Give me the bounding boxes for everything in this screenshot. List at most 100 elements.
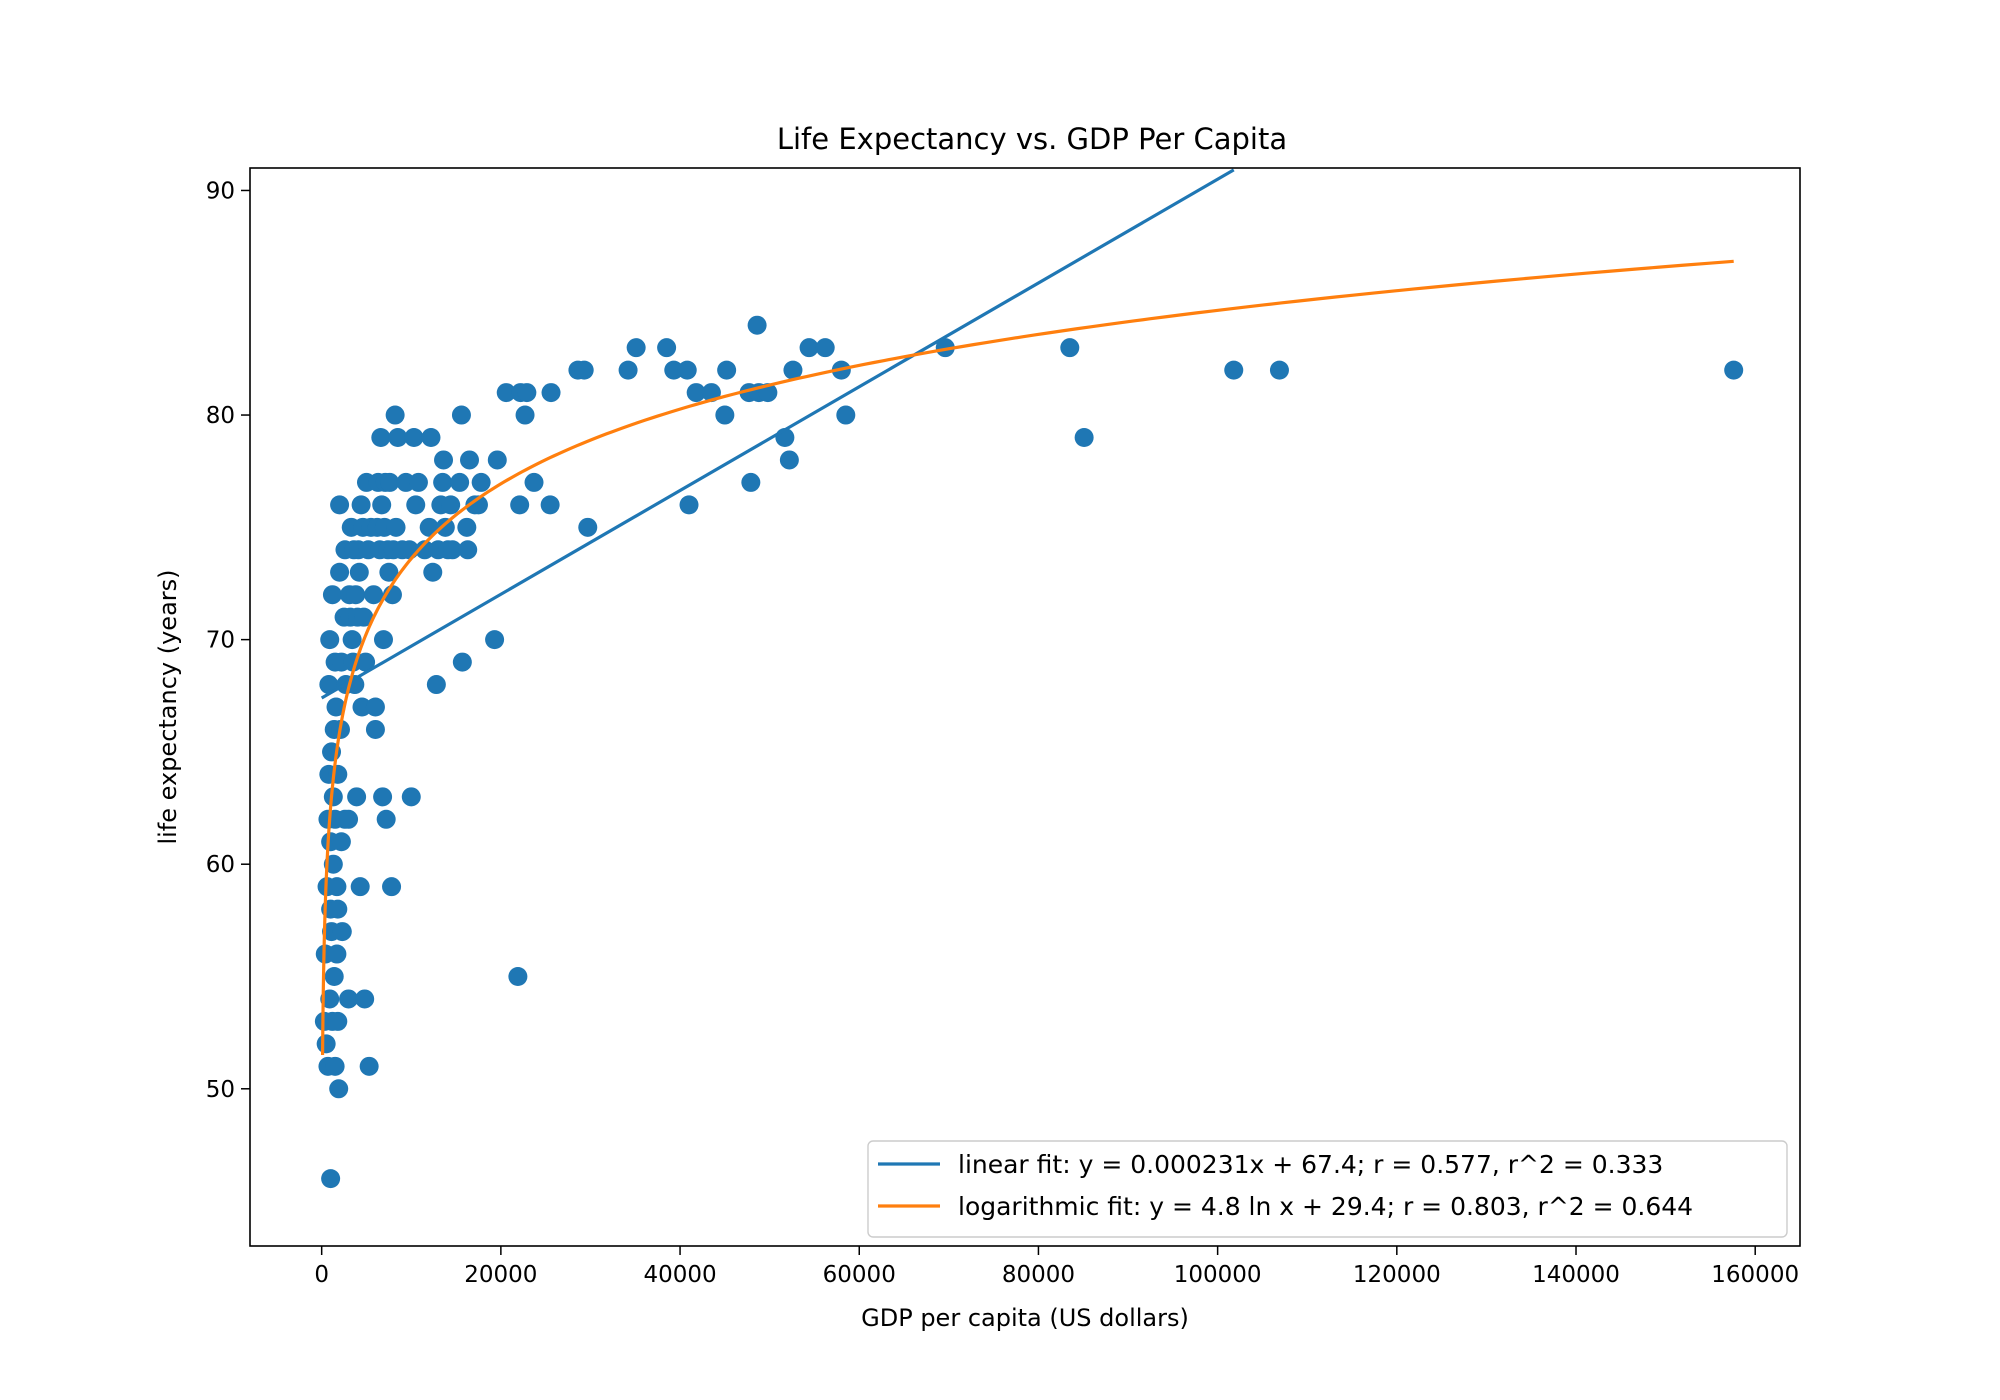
data-point <box>421 428 441 447</box>
y-axis-title: life expectancy (years) <box>154 569 182 844</box>
legend-label-linear-fit: linear fit: y = 0.000231x + 67.4; r = 0.… <box>958 1150 1663 1179</box>
x-tick-label: 60000 <box>823 1262 896 1288</box>
data-point <box>347 787 367 807</box>
data-point <box>339 989 359 1009</box>
data-point <box>485 630 505 650</box>
data-point <box>324 967 344 986</box>
x-tick-label: 160000 <box>1711 1262 1799 1288</box>
data-point <box>349 562 369 582</box>
data-point <box>359 1056 379 1076</box>
y-tick-label: 80 <box>206 403 235 429</box>
x-tick-label: 20000 <box>464 1262 537 1288</box>
data-point <box>471 472 491 492</box>
data-point <box>365 697 385 717</box>
data-point <box>435 517 455 537</box>
data-point <box>356 652 376 672</box>
data-point <box>352 697 372 717</box>
y-tick-label: 60 <box>206 852 235 878</box>
data-point <box>404 428 424 447</box>
data-point <box>517 383 537 403</box>
data-point <box>372 495 392 515</box>
data-point <box>457 517 477 537</box>
y-tick-label: 70 <box>206 628 235 654</box>
data-point <box>1060 338 1080 358</box>
legend-box <box>867 1140 1788 1238</box>
data-point <box>406 495 426 515</box>
chart-title: Life Expectancy vs. GDP Per Capita <box>777 122 1287 156</box>
data-point <box>386 517 406 537</box>
fit-lines <box>320 168 1734 1056</box>
data-points <box>314 315 1744 1189</box>
data-point <box>426 675 446 695</box>
data-point <box>331 832 351 852</box>
x-axis-ticks: 0 20000 40000 60000 80000 100000 120000 140000 1… <box>314 1246 1799 1288</box>
x-tick-label: 40000 <box>643 1262 716 1288</box>
data-point <box>330 495 350 515</box>
data-point <box>328 764 348 784</box>
data-point <box>452 652 472 672</box>
data-point <box>515 405 535 425</box>
data-point <box>330 562 350 582</box>
data-point <box>320 989 340 1009</box>
legend-label-logarithmic-fit: logarithmic fit: y = 4.8 ln x + 29.4; r … <box>958 1192 1693 1221</box>
data-point <box>451 405 471 425</box>
data-point <box>508 967 528 986</box>
data-point <box>332 922 352 942</box>
x-axis-title: GDP per capita (US dollars) <box>861 1304 1189 1332</box>
data-point <box>326 697 346 717</box>
data-point <box>350 877 370 897</box>
data-point <box>836 405 856 425</box>
data-point <box>626 338 646 358</box>
data-point <box>779 450 799 470</box>
data-point <box>327 944 347 964</box>
data-point <box>354 607 374 627</box>
data-point <box>1224 360 1244 380</box>
data-point <box>316 1034 336 1054</box>
data-point <box>441 495 461 515</box>
data-point <box>339 809 359 829</box>
legend: linear fit: y = 0.000231x + 67.4; r = 0.… <box>867 1140 1788 1238</box>
data-point <box>376 809 396 829</box>
data-point <box>783 360 803 380</box>
data-point <box>741 472 761 492</box>
data-point <box>1724 360 1744 380</box>
y-axis-ticks: 50 60 70 80 90 <box>206 178 250 1103</box>
logarithmic-fit-line <box>320 259 1734 1056</box>
data-point <box>408 472 428 492</box>
data-point <box>578 517 598 537</box>
x-tick-label: 140000 <box>1532 1262 1620 1288</box>
data-point <box>679 495 699 515</box>
y-tick-label: 90 <box>206 178 235 204</box>
data-point <box>379 562 399 582</box>
data-point <box>442 540 462 560</box>
data-point <box>618 360 638 380</box>
data-point <box>460 450 480 470</box>
data-point <box>320 630 340 650</box>
data-point <box>715 405 735 425</box>
data-point <box>322 585 342 605</box>
data-point <box>574 360 594 380</box>
data-point <box>496 383 516 403</box>
data-point <box>541 383 561 403</box>
data-point <box>1074 428 1094 447</box>
linear-fit-line <box>320 168 1235 700</box>
data-point <box>325 1056 345 1076</box>
x-tick-label: 0 <box>314 1262 329 1288</box>
plot-frame <box>249 167 1801 1247</box>
x-tick-label: 120000 <box>1353 1262 1441 1288</box>
data-point <box>380 472 400 492</box>
data-point <box>401 787 421 807</box>
data-point <box>1269 360 1289 380</box>
data-point <box>328 1011 348 1031</box>
data-point <box>815 338 835 358</box>
data-point <box>327 877 347 897</box>
data-point <box>382 877 402 897</box>
data-point <box>686 383 706 403</box>
data-point <box>329 1079 349 1099</box>
data-point <box>355 989 375 1009</box>
data-point <box>677 360 697 380</box>
data-point <box>657 338 677 358</box>
data-point <box>433 472 453 492</box>
data-point <box>935 338 955 358</box>
